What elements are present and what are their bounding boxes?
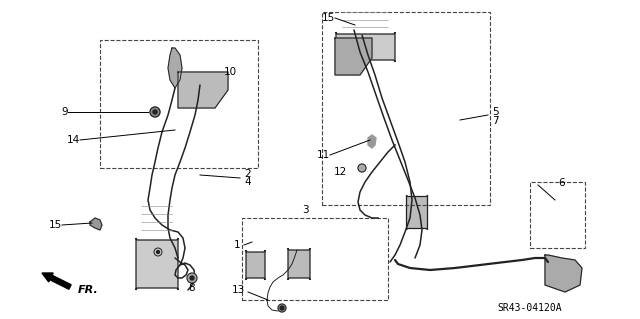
Text: 9: 9 xyxy=(61,107,68,117)
Text: 15: 15 xyxy=(322,13,335,23)
Circle shape xyxy=(153,110,157,114)
Bar xyxy=(530,182,585,248)
Text: 15: 15 xyxy=(49,220,62,230)
Polygon shape xyxy=(368,135,376,148)
Circle shape xyxy=(280,306,284,310)
Circle shape xyxy=(150,107,160,117)
Text: 3: 3 xyxy=(301,205,308,215)
FancyBboxPatch shape xyxy=(336,32,395,62)
Text: 14: 14 xyxy=(67,135,80,145)
FancyBboxPatch shape xyxy=(288,248,310,280)
Text: 12: 12 xyxy=(333,167,347,177)
Text: 5: 5 xyxy=(492,107,499,117)
FancyArrow shape xyxy=(42,273,71,289)
Text: 2: 2 xyxy=(244,169,251,179)
Circle shape xyxy=(190,276,194,280)
Bar xyxy=(322,12,490,205)
Circle shape xyxy=(358,164,366,172)
Polygon shape xyxy=(168,48,182,88)
Circle shape xyxy=(187,273,197,283)
FancyBboxPatch shape xyxy=(246,250,265,280)
Text: 1: 1 xyxy=(234,240,240,250)
Circle shape xyxy=(157,250,159,254)
Text: 7: 7 xyxy=(492,116,499,126)
Polygon shape xyxy=(178,72,228,108)
Text: FR.: FR. xyxy=(78,285,99,295)
Text: SR43-04120A: SR43-04120A xyxy=(498,303,563,313)
Text: 8: 8 xyxy=(189,283,195,293)
Text: 4: 4 xyxy=(244,177,251,187)
Bar xyxy=(242,218,388,300)
Polygon shape xyxy=(90,218,102,230)
Text: 10: 10 xyxy=(223,67,237,77)
Text: 13: 13 xyxy=(232,285,245,295)
FancyBboxPatch shape xyxy=(136,238,178,290)
Text: 6: 6 xyxy=(558,178,564,188)
Polygon shape xyxy=(545,255,582,292)
Text: 11: 11 xyxy=(317,150,330,160)
FancyBboxPatch shape xyxy=(406,195,428,230)
Circle shape xyxy=(278,304,286,312)
Bar xyxy=(100,40,258,168)
Polygon shape xyxy=(335,38,372,75)
